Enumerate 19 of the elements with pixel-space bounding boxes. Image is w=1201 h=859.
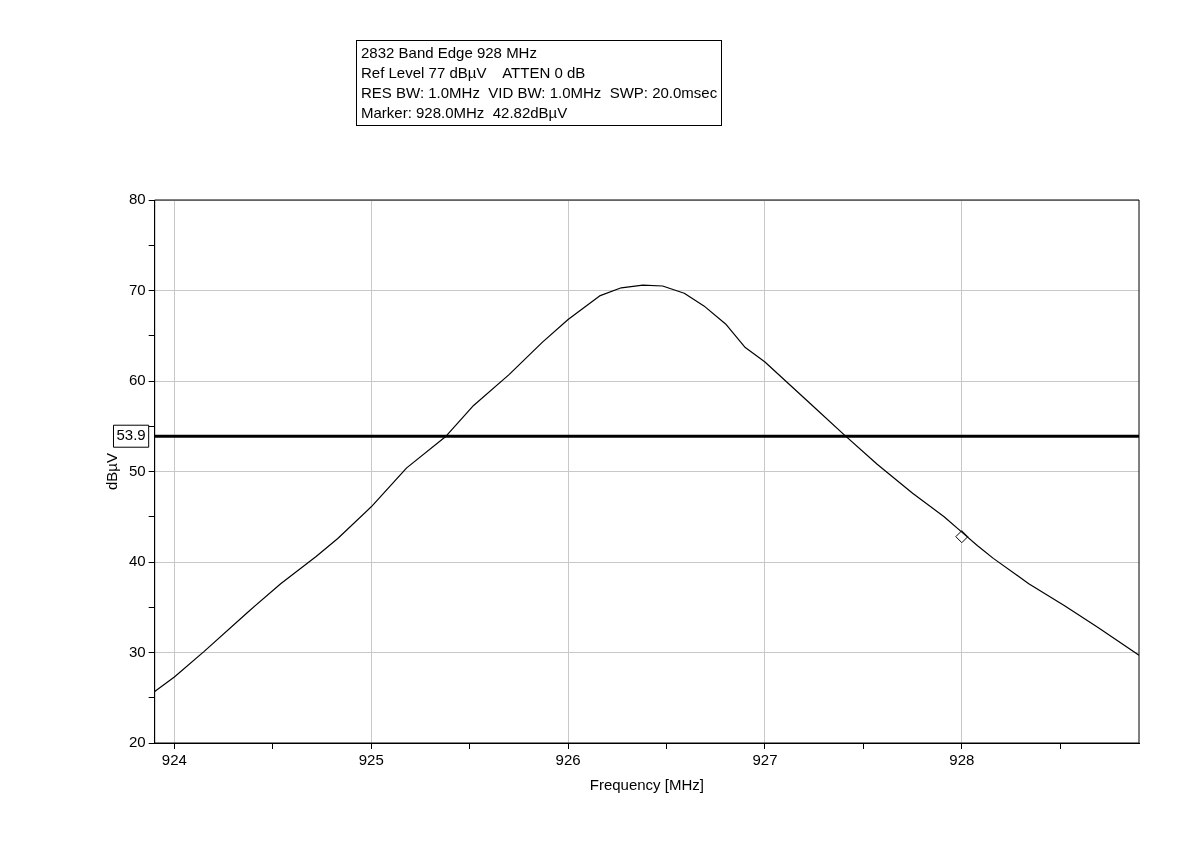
text: Marker: 928.0MHz 42.82dBµV [361, 103, 569, 123]
text: RES BW: 1.0MHz VID BW: 1.0MHz SWP: 20.0msec [361, 83, 718, 103]
y-tick-label: 50 [129, 461, 146, 479]
y-tick-label: 40 [129, 552, 146, 570]
x-tick-label: 925 [358, 751, 384, 769]
text: Ref Level 77 dBµV ATTEN 0 dB [361, 63, 587, 83]
y-tick-label: 30 [129, 642, 146, 660]
ref-line-label: 53.9 [116, 426, 146, 444]
x-tick-label: 928 [949, 751, 975, 769]
y-tick-label: 60 [129, 371, 146, 389]
x-tick-label: 926 [555, 751, 581, 769]
y-tick-label: 70 [129, 280, 146, 298]
x-tick-label: 927 [752, 751, 778, 769]
y-tick-label: 20 [129, 733, 146, 751]
chart-title: 2832 Band Edge 928 MHz [361, 43, 538, 63]
x-tick-label: 924 [161, 751, 187, 769]
x-axis-title: Frequency [MHz] [589, 776, 704, 794]
y-axis-title: dBµV [103, 453, 121, 490]
y-tick-label: 80 [129, 190, 146, 208]
